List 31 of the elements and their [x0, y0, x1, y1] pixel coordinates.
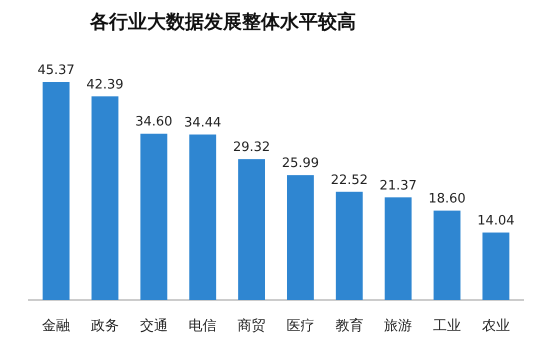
bar — [336, 192, 363, 300]
data-label: 18.60 — [428, 192, 466, 207]
x-tick-label: 旅游 — [384, 318, 412, 334]
data-label: 14.04 — [477, 214, 515, 229]
data-label: 42.39 — [86, 77, 124, 92]
x-tick-label: 金融 — [42, 318, 70, 334]
x-tick-label: 农业 — [482, 318, 510, 334]
bar — [92, 96, 118, 300]
x-tick-label: 医疗 — [286, 318, 314, 334]
bar — [434, 210, 460, 300]
x-tick-label: 教育 — [335, 317, 364, 334]
bar — [286, 175, 314, 300]
data-label: 45.37 — [37, 63, 75, 78]
data-label: 25.99 — [282, 156, 320, 172]
data-label: 34.44 — [184, 116, 222, 131]
bar — [189, 134, 216, 300]
bar — [238, 159, 266, 300]
x-tick-label: 商贸 — [238, 318, 266, 334]
data-label: 21.37 — [380, 178, 417, 194]
chart-title: 各行业大数据发展整体水平较高 — [89, 11, 356, 33]
data-label: 22.52 — [330, 172, 368, 188]
data-label: 34.60 — [135, 114, 172, 130]
bar — [42, 82, 70, 300]
x-tick-label: 工业 — [433, 318, 462, 334]
x-tick-label: 交通 — [140, 318, 168, 334]
bar — [384, 197, 412, 300]
x-tick-label: 电信 — [188, 318, 217, 334]
data-label: 29.32 — [232, 140, 270, 156]
x-tick-label: 政务 — [90, 318, 119, 334]
bar — [482, 232, 510, 300]
bar — [140, 134, 168, 300]
